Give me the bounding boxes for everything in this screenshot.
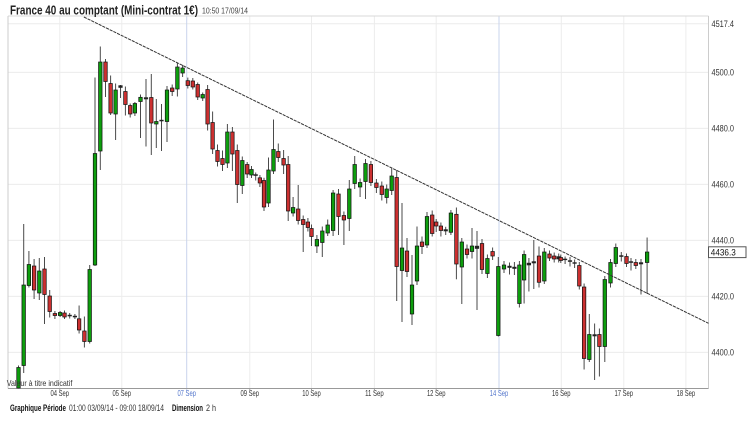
svg-text:4436.3: 4436.3 [711,248,736,259]
svg-text:4400.0: 4400.0 [712,348,735,358]
svg-text:4440.0: 4440.0 [712,236,735,246]
svg-text:11 Sep: 11 Sep [365,388,384,398]
svg-text:04 Sep: 04 Sep [51,388,70,398]
svg-text:16 Sep: 16 Sep [552,388,571,398]
svg-text:10:50 17/09/14: 10:50 17/09/14 [202,6,248,16]
svg-text:Valeur à titre indicatif: Valeur à titre indicatif [7,378,73,388]
svg-text:10 Sep: 10 Sep [302,388,321,398]
svg-text:2 h: 2 h [206,403,216,413]
svg-text:14 Sep: 14 Sep [490,388,509,398]
svg-text:4517.4: 4517.4 [712,19,735,29]
svg-text:4420.0: 4420.0 [712,292,735,302]
svg-text:4480.0: 4480.0 [712,124,735,134]
svg-text:Dimension: Dimension [172,403,203,413]
svg-text:4500.0: 4500.0 [712,68,735,78]
svg-text:4460.0: 4460.0 [712,180,735,190]
svg-text:12 Sep: 12 Sep [427,388,446,398]
svg-text:18 Sep: 18 Sep [677,388,696,398]
svg-text:01:00 03/09/14 - 09:00 18/09/1: 01:00 03/09/14 - 09:00 18/09/14 [69,403,164,413]
svg-text:Graphique Période: Graphique Période [10,403,66,413]
svg-text:07 Sep: 07 Sep [177,388,196,398]
svg-text:09 Sep: 09 Sep [241,388,260,398]
svg-text:17 Sep: 17 Sep [615,388,634,398]
svg-text:France 40 au comptant (Mini-co: France 40 au comptant (Mini-contrat 1€) [10,3,198,18]
svg-text:05 Sep: 05 Sep [113,388,132,398]
